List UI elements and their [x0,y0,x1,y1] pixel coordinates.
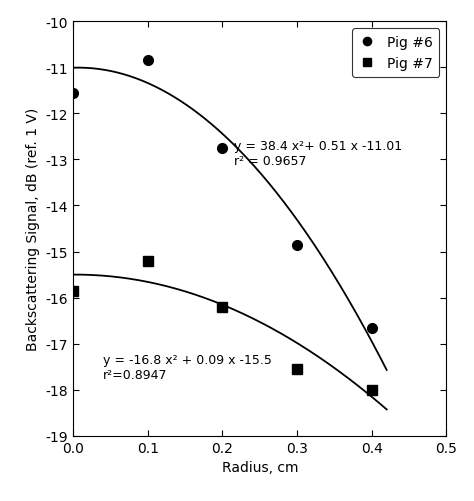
Pig #7 [70,288,76,294]
Pig #6 [369,325,374,331]
Pig #7 [369,387,374,393]
Legend: Pig #6, Pig #7: Pig #6, Pig #7 [352,29,439,78]
Line: Pig #7: Pig #7 [68,257,377,395]
Pig #6 [294,242,300,248]
Line: Pig #6: Pig #6 [68,56,377,333]
Pig #6 [145,58,151,64]
Text: y = -16.8 x² + 0.09 x -15.5
r²=0.8947: y = -16.8 x² + 0.09 x -15.5 r²=0.8947 [103,353,272,381]
Pig #7 [219,304,225,310]
Pig #6 [70,90,76,96]
Pig #7 [294,366,300,372]
X-axis label: Radius, cm: Radius, cm [221,460,298,474]
Text: y = 38.4 x²+ 0.51 x -11.01
r² = 0.9657: y = 38.4 x²+ 0.51 x -11.01 r² = 0.9657 [234,139,402,167]
Pig #7 [145,258,151,264]
Y-axis label: Backscattering Signal, dB (ref. 1 V): Backscattering Signal, dB (ref. 1 V) [26,108,40,350]
Pig #6 [219,146,225,152]
